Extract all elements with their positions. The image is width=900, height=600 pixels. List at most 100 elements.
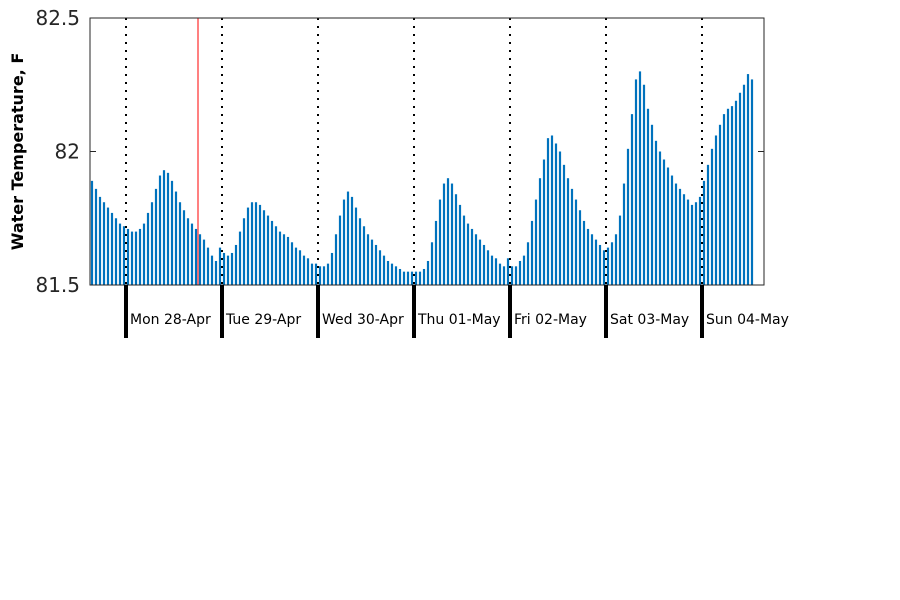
- bar: [694, 202, 698, 285]
- bar: [378, 250, 382, 285]
- bar: [498, 263, 502, 285]
- bar: [166, 172, 170, 285]
- day-label: Tue 29-Apr: [225, 312, 301, 328]
- bar: [142, 223, 146, 285]
- bar: [170, 180, 174, 285]
- bar: [230, 252, 234, 285]
- bar: [646, 108, 650, 285]
- bar: [470, 228, 474, 285]
- bar: [298, 250, 302, 285]
- bar: [194, 228, 198, 285]
- bar: [606, 247, 610, 285]
- bar: [214, 260, 218, 285]
- bar: [670, 175, 674, 285]
- bar: [706, 164, 710, 285]
- bar: [394, 266, 398, 285]
- bar: [382, 255, 386, 285]
- bar: [482, 244, 486, 285]
- bar: [354, 207, 358, 285]
- bar: [374, 244, 378, 285]
- bar: [746, 74, 750, 285]
- bar: [302, 255, 306, 285]
- bar: [658, 151, 662, 285]
- bar: [114, 218, 118, 285]
- bar: [726, 108, 730, 285]
- bar: [714, 135, 718, 285]
- bar: [558, 151, 562, 285]
- bar: [262, 210, 266, 285]
- bar: [502, 266, 506, 285]
- bar: [190, 223, 194, 285]
- bar: [162, 170, 166, 285]
- bar: [270, 220, 274, 285]
- bar: [290, 242, 294, 285]
- bar: [686, 199, 690, 285]
- bar: [662, 159, 666, 285]
- bar: [226, 255, 230, 285]
- bar: [450, 183, 454, 285]
- bar: [426, 260, 430, 285]
- bar: [202, 239, 206, 285]
- bar: [122, 226, 126, 285]
- bar: [146, 212, 150, 285]
- bar: [218, 247, 222, 285]
- bar: [330, 252, 334, 285]
- bar: [386, 260, 390, 285]
- day-labels: Mon 28-Apr Tue 29-Apr Wed 30-Apr Thu 01-May…: [130, 312, 789, 328]
- bar: [690, 204, 694, 285]
- bar: [614, 234, 618, 285]
- day-label: Sun 04-May: [706, 312, 789, 328]
- bar: [242, 218, 246, 285]
- bar: [466, 223, 470, 285]
- bar: [390, 263, 394, 285]
- day-label: Sat 03-May: [610, 312, 689, 328]
- bar: [94, 188, 98, 285]
- bar: [506, 258, 510, 285]
- bar: [102, 202, 106, 285]
- bar: [234, 244, 238, 285]
- bar: [742, 84, 746, 285]
- bar: [730, 106, 734, 285]
- bar: [238, 231, 242, 285]
- bar: [586, 228, 590, 285]
- bar: [90, 180, 94, 285]
- bar: [178, 202, 182, 285]
- bar: [158, 175, 162, 285]
- bar: [222, 252, 226, 285]
- bar: [410, 271, 414, 285]
- bar: [598, 244, 602, 285]
- bar: [118, 223, 122, 285]
- bar: [666, 167, 670, 285]
- bar: [106, 207, 110, 285]
- bar: [266, 215, 270, 285]
- bar: [638, 71, 642, 286]
- bar: [738, 92, 742, 285]
- y-axis-label: Water Temperature, F: [8, 53, 27, 251]
- bar: [494, 258, 498, 285]
- day-label: Fri 02-May: [514, 312, 587, 328]
- bar: [594, 239, 598, 285]
- bar: [138, 228, 142, 285]
- bar: [522, 255, 526, 285]
- bar: [622, 183, 626, 285]
- day-label: Mon 28-Apr: [130, 312, 211, 328]
- bar: [478, 239, 482, 285]
- bar: [574, 199, 578, 285]
- bar: [590, 234, 594, 285]
- bar: [150, 202, 154, 285]
- bar: [98, 196, 102, 285]
- bar: [722, 114, 726, 286]
- bar: [198, 234, 202, 285]
- bar: [154, 188, 158, 285]
- bar: [702, 180, 706, 285]
- bar: [698, 196, 702, 285]
- bar: [570, 188, 574, 285]
- bar: [182, 210, 186, 285]
- bar: [534, 199, 538, 285]
- bar: [126, 228, 130, 285]
- bar: [278, 231, 282, 285]
- bar: [458, 204, 462, 285]
- bar: [318, 266, 322, 285]
- bar: [294, 247, 298, 285]
